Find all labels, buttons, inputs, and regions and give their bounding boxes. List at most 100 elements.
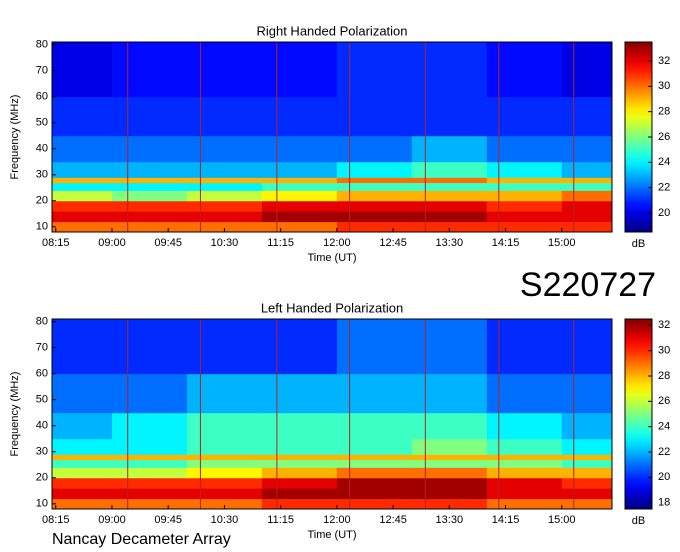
heatmap-cell xyxy=(186,459,263,468)
event-id: S220727 xyxy=(520,266,656,304)
heatmap-cell xyxy=(52,135,113,163)
heatmap-cell xyxy=(486,459,563,468)
x-tick-label: 12:45 xyxy=(379,237,407,249)
colorbar-tick-label: 24 xyxy=(658,156,670,168)
heatmap-cell xyxy=(261,467,338,479)
colorbar-tick-label: 32 xyxy=(658,319,670,331)
heatmap-cell xyxy=(186,182,263,191)
heatmap-cell xyxy=(52,454,113,461)
heatmap-cell xyxy=(52,182,113,191)
heatmap-cell xyxy=(261,488,338,500)
colorbar-tick-label: 20 xyxy=(658,207,670,219)
heatmap-cell xyxy=(561,454,613,461)
colorbar-tick-label: 30 xyxy=(658,345,670,357)
heatmap-cell xyxy=(111,211,188,223)
heatmap-cell xyxy=(52,459,113,468)
heatmap-cell xyxy=(561,467,613,479)
heatmap-cell xyxy=(411,182,488,191)
x-tick-label: 15:00 xyxy=(548,514,576,526)
heatmap-cell xyxy=(186,96,263,137)
heatmap-cell xyxy=(186,498,263,510)
heatmap-cell xyxy=(52,42,113,98)
heatmap-cell xyxy=(336,177,413,184)
heatmap-cell xyxy=(561,211,613,223)
heatmap-cell xyxy=(186,412,263,440)
x-tick-label: 09:00 xyxy=(98,514,126,526)
x-tick-label: 15:00 xyxy=(548,237,576,249)
heatmap-cell xyxy=(411,221,488,233)
y-tick-label: 80 xyxy=(36,316,48,328)
heatmap-cell xyxy=(411,161,488,178)
x-tick-label: 13:30 xyxy=(436,514,464,526)
heatmap-cell xyxy=(52,498,113,510)
x-tick-label: 12:00 xyxy=(323,514,351,526)
heatmap-cell xyxy=(261,373,338,414)
heatmap-cell xyxy=(411,459,488,468)
heatmap-cell xyxy=(561,96,613,137)
heatmap-cell xyxy=(486,96,563,137)
heatmap-cell xyxy=(486,438,563,455)
heatmap-cell xyxy=(486,412,563,440)
heatmap-cell xyxy=(486,454,563,461)
y-tick-label: 30 xyxy=(36,446,48,458)
heatmap-cell xyxy=(336,319,413,375)
observatory-label: Nancay Decameter Array xyxy=(52,531,231,548)
heatmap-cell xyxy=(561,412,613,440)
heatmap-cell xyxy=(336,211,413,223)
colorbar-tick-label: 26 xyxy=(658,131,670,143)
heatmap-cell xyxy=(186,42,263,98)
plot-frame xyxy=(51,41,613,233)
heatmap-cell xyxy=(561,221,613,233)
heatmap-cell xyxy=(52,177,113,184)
heatmap-cell xyxy=(52,488,113,500)
heatmap-cell xyxy=(411,467,488,479)
heatmap-cell xyxy=(111,135,188,163)
y-tick-label: 40 xyxy=(36,420,48,432)
heatmap-cell xyxy=(52,319,113,375)
heatmap-cell xyxy=(561,135,613,163)
heatmap-cell xyxy=(561,498,613,510)
heatmap-cell xyxy=(261,319,338,375)
x-tick-label: 12:45 xyxy=(379,514,407,526)
heatmap-cell xyxy=(111,161,188,178)
heatmap-cell xyxy=(486,182,563,191)
x-tick-label: 11:15 xyxy=(267,237,294,249)
heatmap-cell xyxy=(52,211,113,223)
y-tick-label: 60 xyxy=(36,91,48,103)
heatmap-cell xyxy=(411,190,488,202)
heatmap-cell xyxy=(486,221,563,233)
x-tick-label: 10:30 xyxy=(211,514,239,526)
heatmap-cell xyxy=(186,177,263,184)
heatmap-cell xyxy=(561,477,613,489)
colorbar-tick-label: 28 xyxy=(658,370,670,382)
heatmap-cell xyxy=(336,221,413,233)
heatmap-cell xyxy=(111,319,188,375)
heatmap-cell xyxy=(561,182,613,191)
heatmap-cell xyxy=(336,161,413,178)
colorbar-tick-label: 24 xyxy=(658,421,670,433)
heatmap-cell xyxy=(486,190,563,202)
colorbar-tick-label: 22 xyxy=(658,446,670,458)
heatmap-cell xyxy=(411,200,488,212)
heatmap-cell xyxy=(561,373,613,414)
heatmap-cell xyxy=(261,200,338,212)
heatmap-cell xyxy=(486,177,563,184)
heatmap-cell xyxy=(336,488,413,500)
heatmap-cell xyxy=(411,211,488,223)
heatmap-cell xyxy=(52,438,113,455)
y-tick-label: 60 xyxy=(36,368,48,380)
heatmap-cell xyxy=(411,96,488,137)
colorbar-tick-label: 18 xyxy=(658,497,670,509)
heatmap-cell xyxy=(411,454,488,461)
y-axis-label: Frequency (MHz) xyxy=(9,372,21,457)
heatmap-cell xyxy=(111,454,188,461)
heatmap-cell xyxy=(336,459,413,468)
heatmap-cell xyxy=(111,373,188,414)
heatmap-cell xyxy=(52,200,113,212)
heatmap-cell xyxy=(336,42,413,98)
heatmap-cell xyxy=(186,221,263,233)
heatmap-cell xyxy=(111,177,188,184)
x-axis-label: Time (UT) xyxy=(307,529,356,541)
x-tick-label: 14:15 xyxy=(492,514,520,526)
